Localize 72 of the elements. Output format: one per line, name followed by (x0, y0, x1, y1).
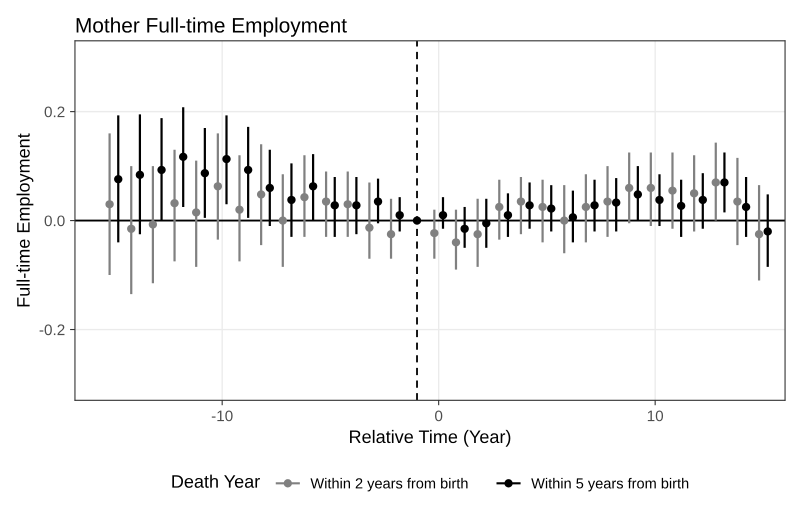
point (430, 228, 438, 238)
point (235, 206, 244, 214)
point (473, 230, 482, 238)
point (127, 224, 136, 233)
point (712, 178, 720, 187)
point (438, 210, 448, 220)
legend-title: Death Year (172, 474, 260, 488)
point (676, 202, 686, 210)
point (136, 170, 144, 179)
point (560, 216, 568, 225)
x-tick-label: 0 (435, 410, 442, 422)
point (352, 201, 361, 210)
point (452, 238, 460, 247)
point (214, 182, 222, 190)
point (365, 223, 374, 232)
point (200, 169, 210, 178)
point (754, 230, 764, 238)
legend-label: Within 2 years from birth (310, 478, 468, 492)
point (742, 202, 750, 212)
point (655, 196, 664, 204)
point (374, 197, 382, 206)
point (720, 178, 729, 187)
point (170, 198, 179, 208)
point (460, 224, 469, 233)
point (266, 184, 274, 192)
point (603, 197, 612, 206)
point (516, 197, 526, 206)
legend-label: Within 5 years from birth (531, 478, 688, 492)
y-axis-title: Full-time Employment (16, 133, 34, 306)
point (244, 166, 252, 174)
point (646, 184, 655, 192)
point (278, 216, 287, 225)
point (733, 197, 742, 206)
point (330, 201, 339, 210)
point (582, 202, 590, 212)
point (157, 166, 166, 174)
point (114, 175, 122, 184)
point (386, 230, 396, 238)
point (495, 202, 504, 212)
point (612, 198, 620, 207)
x-tick-label: 10 (648, 410, 664, 422)
point (525, 201, 534, 210)
point (482, 219, 490, 228)
point (222, 154, 231, 164)
point (668, 186, 677, 195)
point (698, 196, 707, 204)
point (590, 201, 599, 210)
point (396, 210, 404, 220)
point (764, 227, 772, 236)
point (256, 190, 266, 199)
point (504, 210, 512, 220)
point (308, 182, 318, 190)
point (547, 204, 556, 213)
point (105, 200, 114, 208)
point (690, 189, 698, 198)
point (179, 152, 188, 162)
point (287, 196, 296, 204)
y-tick-label: -0.2 (40, 324, 64, 336)
point (538, 202, 547, 212)
y-tick-label: 0.2 (44, 106, 64, 118)
point (300, 192, 309, 202)
chart-title: Mother Full-time Employment (76, 17, 347, 37)
point (344, 200, 352, 208)
point (192, 208, 200, 217)
point (322, 197, 330, 206)
point (412, 216, 422, 225)
point (634, 190, 642, 199)
point (625, 184, 634, 192)
point (148, 220, 158, 229)
y-tick-label: 0.0 (44, 215, 65, 226)
x-axis-title: Relative Time (Year) (350, 430, 510, 447)
x-tick-label: -10 (212, 410, 233, 422)
